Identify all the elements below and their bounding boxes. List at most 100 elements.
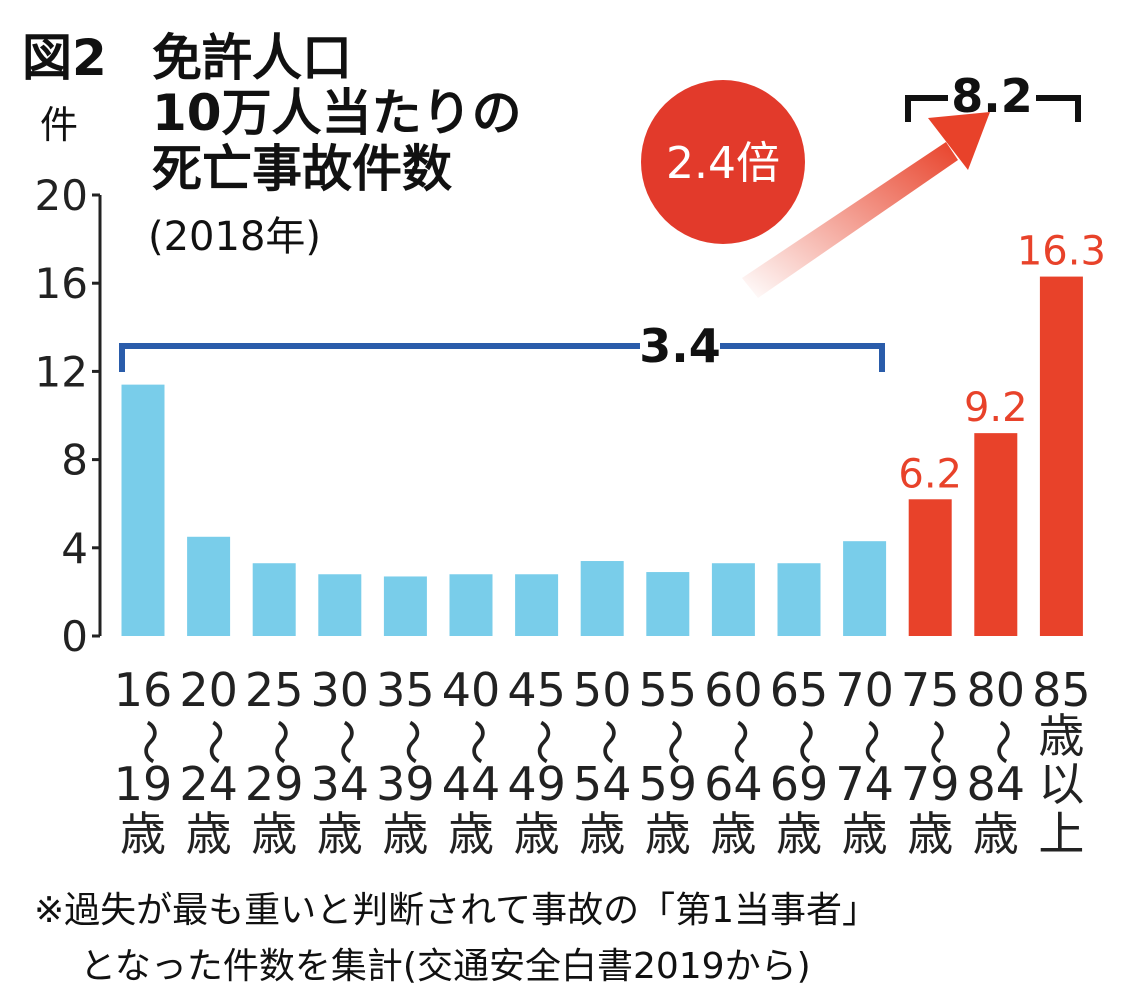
x-tick-label: 歳 bbox=[907, 807, 953, 861]
bars bbox=[121, 276, 1083, 636]
bracket-young: 3.4 bbox=[119, 319, 885, 373]
y-tick-label: 20 bbox=[35, 171, 88, 220]
y-axis: 0 4 8 12 16 20 bbox=[35, 171, 102, 661]
bar bbox=[252, 563, 296, 636]
bracket-old: 8.2 bbox=[905, 69, 1081, 123]
y-tick-label: 4 bbox=[61, 524, 88, 573]
x-tick-label: 〜 bbox=[647, 719, 701, 765]
bracket-old-line bbox=[905, 95, 1081, 122]
ratio-circle bbox=[641, 80, 805, 244]
figure-label: 図2 bbox=[22, 29, 107, 87]
x-tick-label: 65 bbox=[770, 663, 829, 717]
bracket-young-label: 3.4 bbox=[639, 319, 721, 373]
bar bbox=[974, 433, 1018, 636]
x-tick-label: 20 bbox=[179, 663, 238, 717]
bar bbox=[646, 572, 690, 636]
x-tick-label: 69 bbox=[770, 757, 829, 811]
bar bbox=[843, 541, 887, 636]
bar bbox=[515, 574, 559, 636]
x-tick-label: 44 bbox=[442, 757, 501, 811]
trend-arrow-head bbox=[928, 112, 990, 170]
bar bbox=[383, 576, 427, 636]
x-tick-label: 〜 bbox=[450, 719, 504, 765]
x-tick-label: 上 bbox=[1038, 807, 1084, 861]
x-tick-label: 〜 bbox=[975, 719, 1029, 765]
x-tick-label: 74 bbox=[835, 757, 894, 811]
x-tick-label: 16 bbox=[114, 663, 173, 717]
x-tick-label: 55 bbox=[639, 663, 698, 717]
x-tick-label: 〜 bbox=[712, 719, 766, 765]
bar bbox=[1039, 276, 1083, 636]
bar bbox=[580, 561, 624, 636]
y-tick-label: 16 bbox=[35, 259, 88, 308]
footnote-line1: ※過失が最も重いと判断されて事故の「第1当事者」 bbox=[34, 890, 878, 931]
x-tick-label: 〜 bbox=[122, 719, 176, 765]
x-tick-label: 〜 bbox=[384, 719, 438, 765]
footnote-line2: となった件数を集計(交通安全白書2019から) bbox=[80, 946, 811, 987]
x-tick-label: 70 bbox=[835, 663, 894, 717]
x-tick-label: 〜 bbox=[778, 719, 832, 765]
trend-arrow bbox=[742, 112, 990, 298]
x-tick-label: 64 bbox=[704, 757, 763, 811]
x-tick-label: 40 bbox=[442, 663, 501, 717]
x-tick-label: 45 bbox=[507, 663, 566, 717]
chart-year: (2018年) bbox=[148, 214, 321, 260]
bar bbox=[121, 384, 165, 636]
y-tick-label: 12 bbox=[35, 347, 88, 396]
bar bbox=[908, 499, 952, 636]
chart-title-line3: 死亡事故件数 bbox=[152, 140, 452, 198]
bracket-young-line bbox=[119, 343, 885, 372]
x-tick-label: 34 bbox=[311, 757, 370, 811]
x-tick-label: 79 bbox=[901, 757, 960, 811]
x-tick-label: 歳 bbox=[317, 807, 363, 861]
x-tick-label: 49 bbox=[507, 757, 566, 811]
x-tick-label: 歳 bbox=[514, 807, 560, 861]
chart-title-line2: 10万人当たりの bbox=[152, 84, 522, 142]
x-tick-label: 19 bbox=[114, 757, 173, 811]
x-tick-label: 25 bbox=[245, 663, 304, 717]
x-tick-label: 39 bbox=[376, 757, 435, 811]
x-tick-label: 歳 bbox=[251, 807, 297, 861]
x-tick-label: 歳 bbox=[710, 807, 756, 861]
x-tick-label: 〜 bbox=[909, 719, 963, 765]
ratio-label: 2.4倍 bbox=[666, 138, 780, 189]
x-tick-label: 歳 bbox=[579, 807, 625, 861]
x-tick-label: 〜 bbox=[516, 719, 570, 765]
x-tick-label: 歳 bbox=[973, 807, 1019, 861]
x-tick-label: 歳 bbox=[842, 807, 888, 861]
data-label: 9.2 bbox=[964, 385, 1028, 431]
bar bbox=[777, 563, 821, 636]
x-axis-labels: 16〜19歳20〜24歳25〜29歳30〜34歳35〜39歳40〜44歳45〜4… bbox=[114, 663, 1091, 861]
x-tick-label: 30 bbox=[311, 663, 370, 717]
x-tick-label: 歳 bbox=[382, 807, 428, 861]
x-tick-label: 75 bbox=[901, 663, 960, 717]
bar bbox=[711, 563, 755, 636]
data-label: 6.2 bbox=[898, 451, 962, 497]
y-tick-label: 0 bbox=[61, 612, 88, 661]
data-labels: 6.29.2 16.3 bbox=[898, 229, 1106, 498]
bar bbox=[449, 574, 493, 636]
x-tick-label: 以 bbox=[1038, 757, 1084, 811]
x-tick-label: 〜 bbox=[188, 719, 242, 765]
x-tick-label: 〜 bbox=[253, 719, 307, 765]
x-tick-label: 歳 bbox=[120, 807, 166, 861]
data-label: 16.3 bbox=[1017, 229, 1106, 275]
x-tick-label: 歳 bbox=[186, 807, 232, 861]
bracket-old-label: 8.2 bbox=[951, 69, 1033, 123]
x-tick-label: 54 bbox=[573, 757, 632, 811]
x-tick-label: 84 bbox=[967, 757, 1026, 811]
bar bbox=[187, 536, 231, 636]
x-tick-label: 24 bbox=[179, 757, 238, 811]
ratio-badge: 2.4倍 bbox=[641, 80, 805, 244]
chart-title-line1: 免許人口 bbox=[152, 29, 352, 87]
x-tick-label: 50 bbox=[573, 663, 632, 717]
x-tick-label: 29 bbox=[245, 757, 304, 811]
x-tick-label: 59 bbox=[639, 757, 698, 811]
x-tick-label: 〜 bbox=[581, 719, 635, 765]
y-unit: 件 bbox=[40, 103, 78, 147]
x-tick-label: 歳 bbox=[1038, 709, 1084, 763]
trend-arrow-shaft bbox=[742, 142, 958, 298]
x-tick-label: 〜 bbox=[319, 719, 373, 765]
x-tick-label: 60 bbox=[704, 663, 763, 717]
